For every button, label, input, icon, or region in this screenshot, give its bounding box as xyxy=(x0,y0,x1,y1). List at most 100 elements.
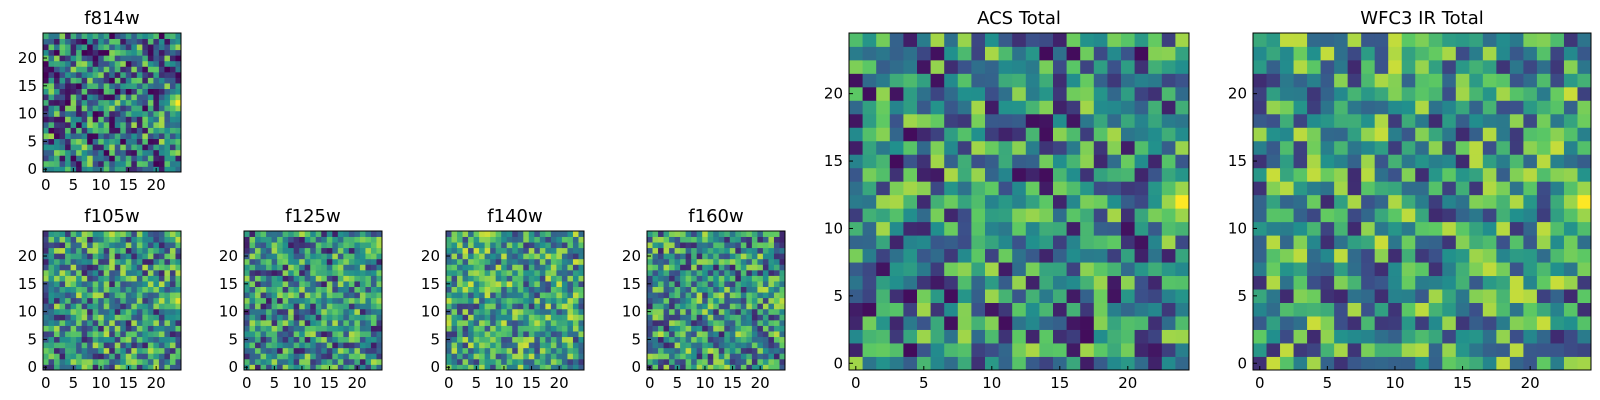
heatmap-cell xyxy=(142,292,149,299)
heatmap-cell xyxy=(751,353,758,360)
heatmap-cell xyxy=(359,364,366,371)
heatmap-cell xyxy=(255,236,261,243)
heatmap-cell xyxy=(1523,235,1538,250)
heatmap-cell xyxy=(1563,59,1578,74)
heatmap-cell xyxy=(98,353,105,360)
heatmap-cell xyxy=(517,292,524,299)
heatmap-cell xyxy=(451,319,458,326)
heatmap-cell xyxy=(1266,140,1281,155)
heatmap-cell xyxy=(125,105,132,112)
heatmap-cell xyxy=(65,105,71,112)
heatmap-cell xyxy=(288,325,295,332)
heatmap-cell xyxy=(985,221,999,236)
heatmap-cell xyxy=(164,133,171,140)
y-tick-label: 0 xyxy=(430,358,440,376)
heatmap-cell xyxy=(310,275,317,282)
x-tick-label: 15 xyxy=(320,374,339,392)
heatmap-cell xyxy=(277,342,284,349)
heatmap-cell xyxy=(1334,343,1349,357)
heatmap-cell xyxy=(120,33,127,39)
heatmap-cell xyxy=(54,336,60,343)
heatmap-cell xyxy=(691,319,698,326)
heatmap-cell xyxy=(685,242,692,249)
heatmap-cell xyxy=(1347,167,1362,182)
heatmap-cell xyxy=(539,297,546,304)
heatmap-cell xyxy=(92,269,99,276)
heatmap-cell xyxy=(164,281,171,287)
heatmap-cell xyxy=(370,253,377,260)
heatmap-cell xyxy=(779,358,786,365)
heatmap-cell xyxy=(523,358,530,365)
heatmap-cell xyxy=(271,275,278,282)
heatmap-cell xyxy=(674,242,681,249)
heatmap-cell xyxy=(457,281,463,287)
heatmap-cell xyxy=(647,303,653,310)
heatmap-cell xyxy=(1374,46,1389,61)
heatmap-cell xyxy=(158,149,165,156)
heatmap-cell xyxy=(1148,140,1163,155)
heatmap-cell xyxy=(175,247,182,254)
heatmap-cell xyxy=(114,364,121,371)
heatmap-cell xyxy=(120,83,127,89)
heatmap-cell xyxy=(54,99,60,106)
heatmap-cell xyxy=(1347,302,1362,317)
heatmap-cell xyxy=(457,358,463,365)
heatmap-cell xyxy=(277,308,284,315)
heatmap-cell xyxy=(1334,316,1349,330)
heatmap-cell xyxy=(1293,154,1308,169)
heatmap-cell xyxy=(735,314,742,321)
heatmap-cell xyxy=(1415,329,1430,344)
heatmap-cell xyxy=(288,308,295,315)
heatmap-cell xyxy=(43,44,49,51)
heatmap-cell xyxy=(446,247,452,254)
heatmap-cell xyxy=(70,347,77,354)
heatmap-cell xyxy=(1320,46,1335,61)
heatmap-cell xyxy=(751,236,758,243)
heatmap-cell xyxy=(120,303,127,310)
heatmap-cell xyxy=(282,325,289,332)
heatmap-cell xyxy=(876,248,891,263)
heatmap-cell xyxy=(131,325,138,332)
heatmap-cell xyxy=(348,275,355,282)
heatmap-cell xyxy=(54,342,60,349)
heatmap-cell xyxy=(315,303,322,310)
heatmap-cell xyxy=(1280,208,1294,223)
heatmap-cell xyxy=(1253,154,1267,169)
heatmap-cell xyxy=(545,236,552,243)
heatmap-cell xyxy=(1148,46,1163,61)
heatmap-cell xyxy=(164,144,171,151)
heatmap-cell xyxy=(550,358,557,365)
heatmap-cell xyxy=(1307,181,1321,196)
heatmap-cell xyxy=(1293,262,1308,277)
heatmap-cell xyxy=(1536,329,1551,344)
heatmap-cell xyxy=(158,342,165,349)
heatmap-cell xyxy=(92,60,99,67)
heatmap-cell xyxy=(169,83,176,89)
heatmap-cell xyxy=(1293,302,1308,317)
heatmap-cell xyxy=(1025,262,1040,277)
heatmap-cell xyxy=(663,336,670,343)
heatmap-cell xyxy=(1442,46,1457,61)
heatmap-cell xyxy=(903,113,918,128)
heatmap-cell xyxy=(277,253,284,260)
heatmap-cell xyxy=(768,258,775,265)
heatmap-cell xyxy=(103,155,110,162)
heatmap-cell xyxy=(1066,127,1081,142)
heatmap-cell xyxy=(479,303,486,310)
heatmap-cell xyxy=(164,303,171,310)
heatmap-cell xyxy=(125,264,132,271)
heatmap-cell xyxy=(1401,316,1416,330)
heatmap-cell xyxy=(762,242,769,249)
heatmap-cell xyxy=(917,221,931,236)
heatmap-cell xyxy=(1266,235,1281,250)
heatmap-cell xyxy=(131,160,138,167)
heatmap-cell xyxy=(718,242,725,249)
heatmap-cell xyxy=(48,297,55,304)
heatmap-cell xyxy=(1455,113,1470,128)
heatmap-cell xyxy=(169,138,176,145)
heatmap-cell xyxy=(120,166,127,173)
heatmap-cell xyxy=(304,269,311,276)
heatmap-cell xyxy=(103,110,110,117)
heatmap-cell xyxy=(54,116,60,123)
heatmap-cell xyxy=(98,247,105,254)
